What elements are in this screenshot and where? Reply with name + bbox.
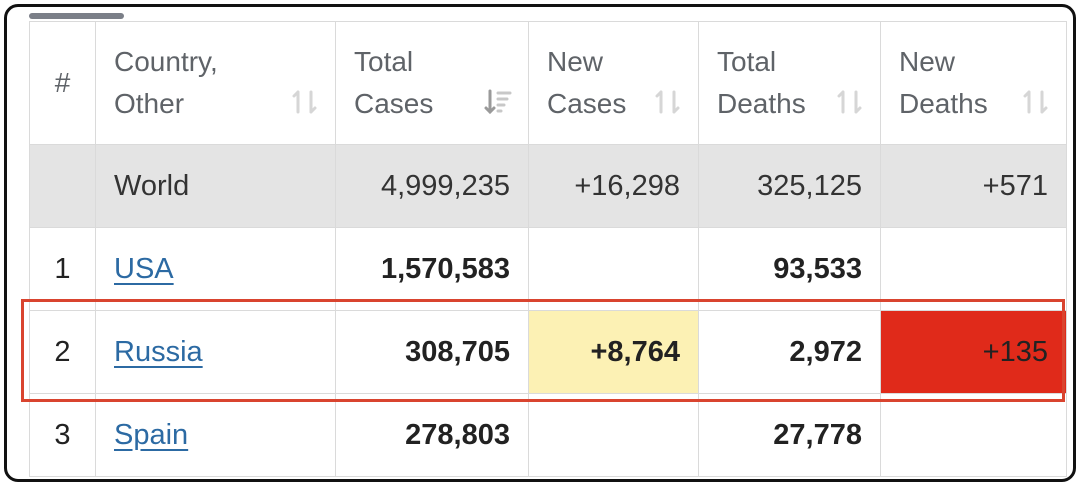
country-cell: USA <box>95 227 336 311</box>
column-header-new-deaths[interactable]: New Deaths <box>880 21 1067 145</box>
sort-icon[interactable] <box>1020 86 1052 118</box>
table-row: 2 Russia 308,705 +8,764 2,972 +135 <box>29 310 1067 394</box>
total-deaths-cell: 27,778 <box>698 393 881 477</box>
column-header-total-cases[interactable]: Total Cases <box>335 21 529 145</box>
rank-cell: 3 <box>29 393 96 477</box>
scroll-indicator <box>29 13 124 19</box>
column-header-total-deaths[interactable]: Total Deaths <box>698 21 881 145</box>
screenshot-frame: # Country, Other Total Cases <box>4 4 1076 482</box>
column-header-rank[interactable]: # <box>29 21 96 145</box>
covid-stats-table: # Country, Other Total Cases <box>29 21 1067 477</box>
rank-cell: 2 <box>29 310 96 394</box>
column-header-new-cases[interactable]: New Cases <box>528 21 699 145</box>
new-cases-cell <box>528 227 699 311</box>
new-cases-cell: +16,298 <box>528 144 699 228</box>
new-deaths-cell: +135 <box>880 310 1067 394</box>
sort-active-icon[interactable] <box>482 86 514 118</box>
sort-icon[interactable] <box>289 86 321 118</box>
rank-cell: 1 <box>29 227 96 311</box>
rank-cell <box>29 144 96 228</box>
total-deaths-cell: 325,125 <box>698 144 881 228</box>
country-cell: Russia <box>95 310 336 394</box>
total-deaths-cell: 2,972 <box>698 310 881 394</box>
country-cell: World <box>95 144 336 228</box>
new-deaths-cell <box>880 393 1067 477</box>
total-cases-cell: 308,705 <box>335 310 529 394</box>
new-cases-cell: +8,764 <box>528 310 699 394</box>
new-deaths-cell: +571 <box>880 144 1067 228</box>
total-deaths-cell: 93,533 <box>698 227 881 311</box>
table-row: 3 Spain 278,803 27,778 <box>29 393 1067 477</box>
total-cases-cell: 4,999,235 <box>335 144 529 228</box>
total-cases-cell: 1,570,583 <box>335 227 529 311</box>
new-deaths-cell <box>880 227 1067 311</box>
table-row: 1 USA 1,570,583 93,533 <box>29 227 1067 311</box>
country-cell: Spain <box>95 393 336 477</box>
country-link[interactable]: USA <box>114 252 174 285</box>
country-link[interactable]: Spain <box>114 418 189 451</box>
sort-icon[interactable] <box>834 86 866 118</box>
country-link[interactable]: Russia <box>114 335 203 368</box>
column-header-country[interactable]: Country, Other <box>95 21 336 145</box>
new-cases-cell <box>528 393 699 477</box>
sort-icon[interactable] <box>652 86 684 118</box>
world-total-row: World 4,999,235 +16,298 325,125 +571 <box>29 144 1067 228</box>
total-cases-cell: 278,803 <box>335 393 529 477</box>
table-header-row: # Country, Other Total Cases <box>29 21 1067 145</box>
